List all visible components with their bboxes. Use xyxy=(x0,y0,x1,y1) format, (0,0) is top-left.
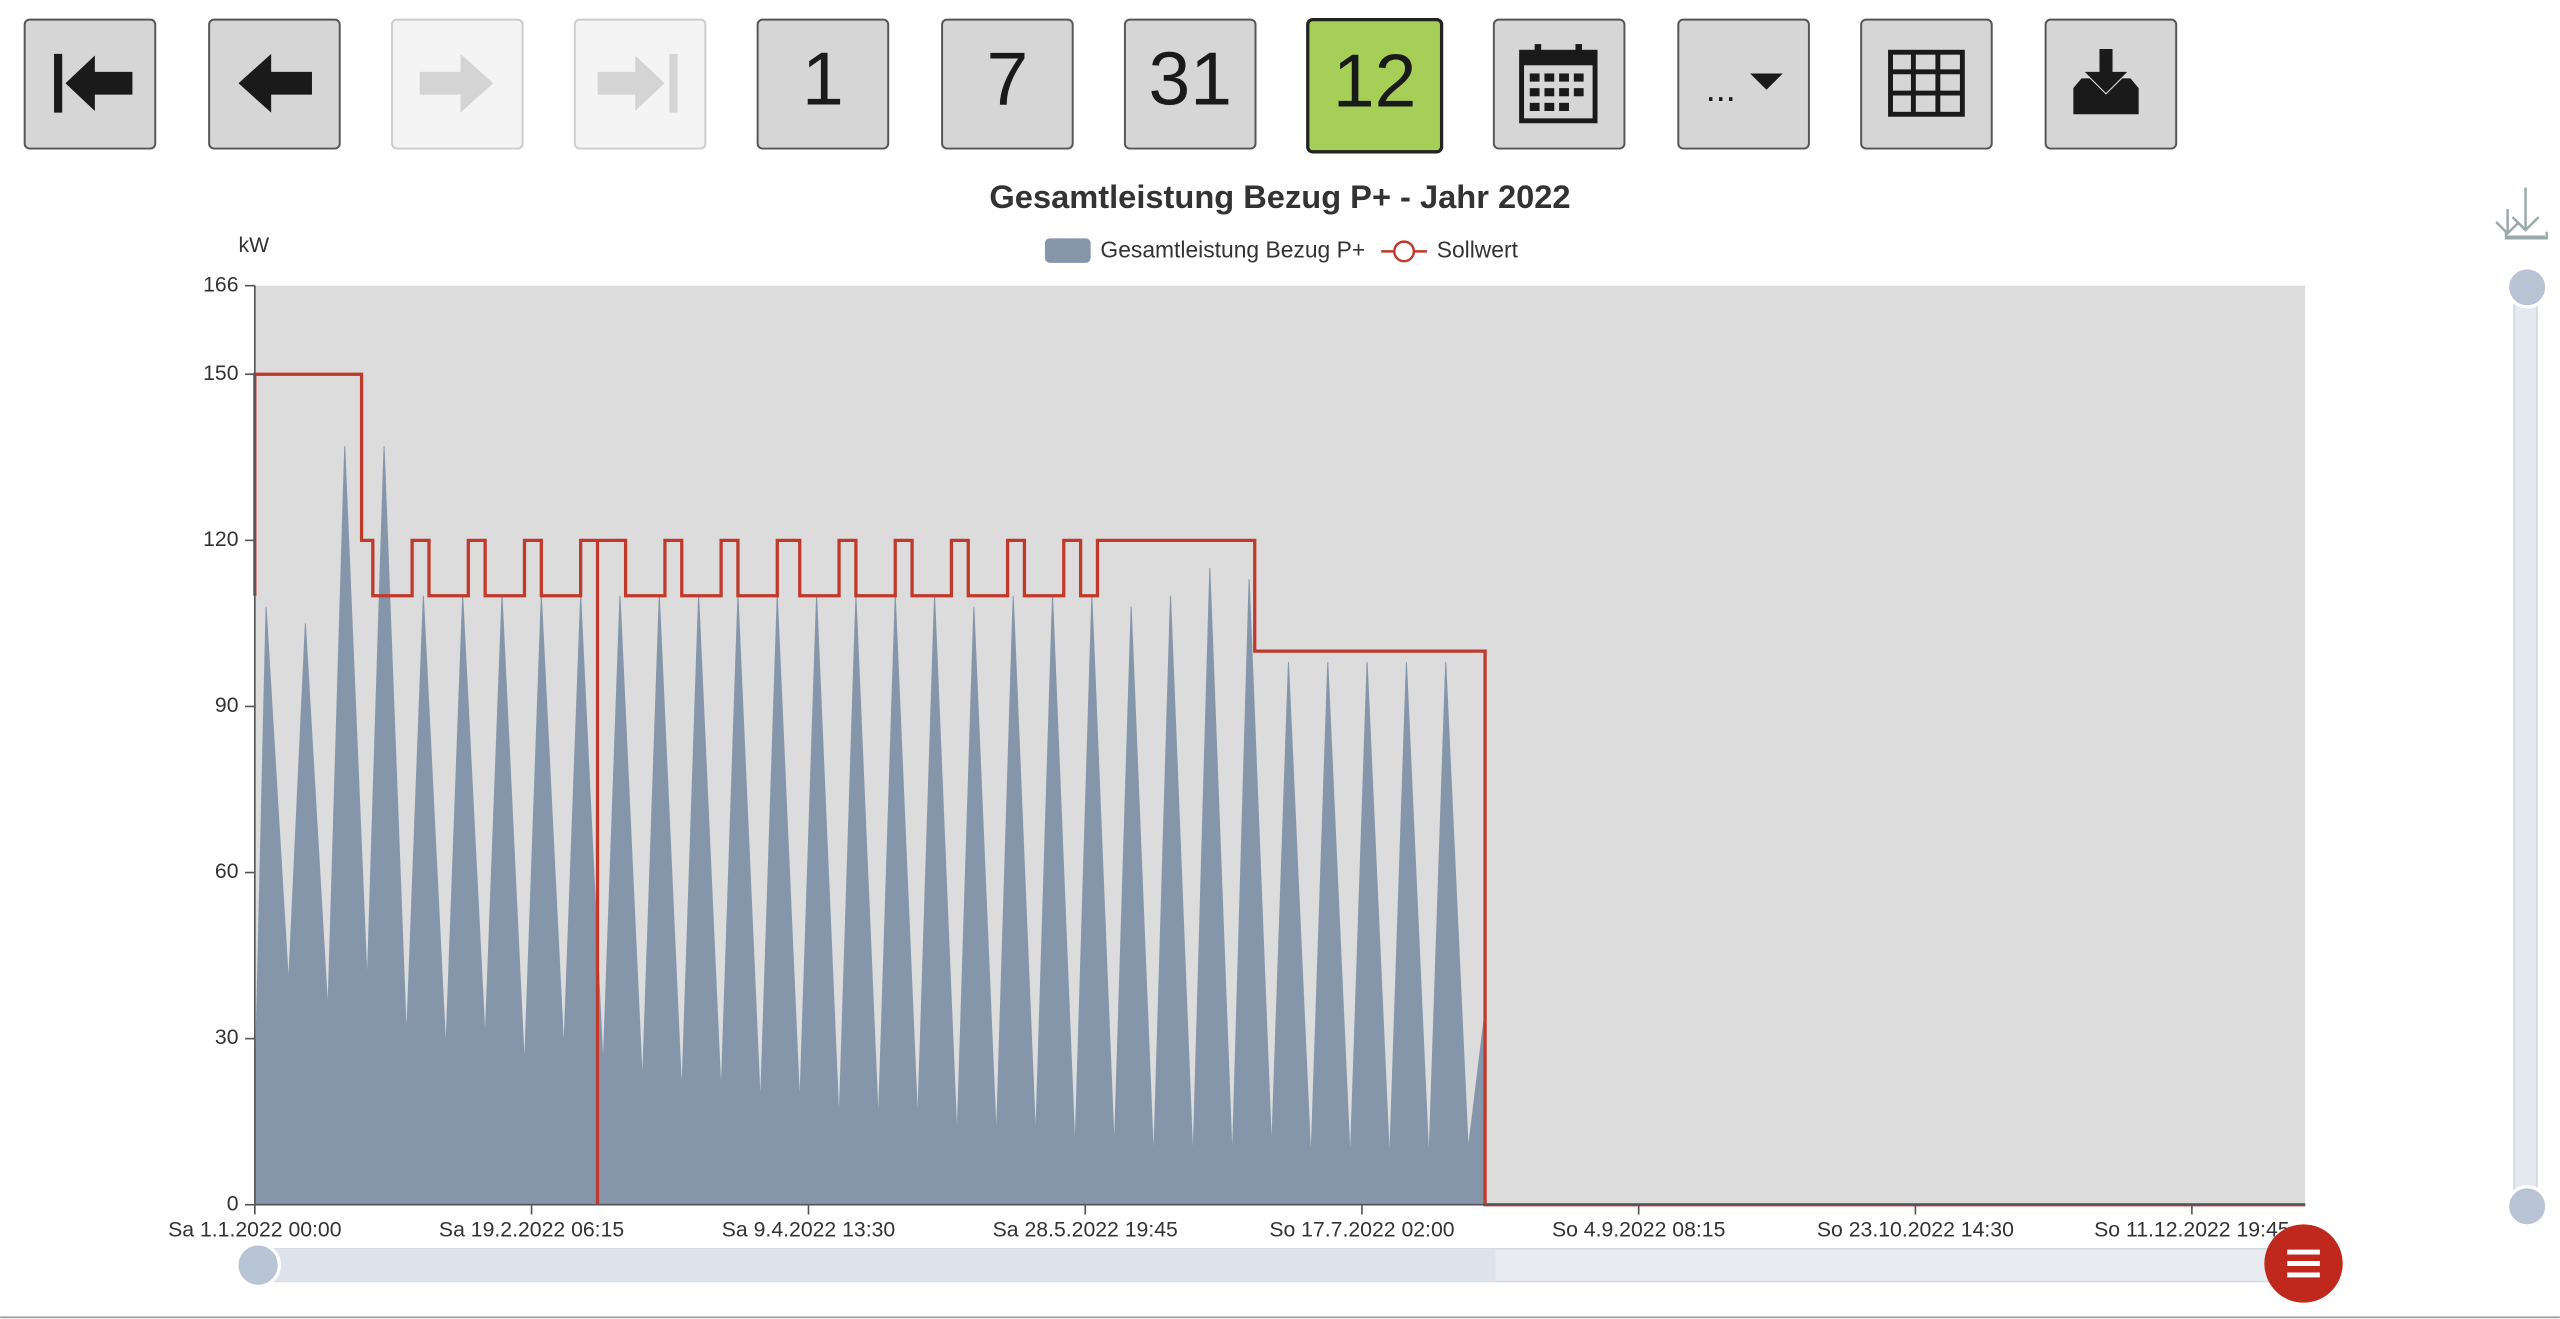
calendar-button[interactable] xyxy=(1492,18,1626,150)
x-tick-label: So 11.12.2022 19:45 xyxy=(2094,1218,2289,1241)
legend-marker xyxy=(1393,240,1416,263)
day-button[interactable] xyxy=(756,18,890,150)
legend-swatch xyxy=(1044,238,1091,263)
dropdown-icon xyxy=(1750,73,1783,90)
toolbar: 1 7 31 12 ... xyxy=(23,17,2178,154)
last-icon xyxy=(597,53,678,113)
save-icon[interactable] xyxy=(2495,208,2546,238)
button-label: 7 xyxy=(987,37,1029,121)
x-tick-label: Sa 28.5.2022 19:45 xyxy=(993,1218,1178,1241)
x-tick-label: So 4.9.2022 08:15 xyxy=(1552,1218,1725,1241)
x-tick-label: Sa 9.4.2022 13:30 xyxy=(722,1218,895,1241)
zoom-preview xyxy=(254,1248,1496,1282)
y-tick-label: 120 xyxy=(203,528,238,551)
y-tick-label: 0 xyxy=(227,1192,239,1215)
y-tick-label: 30 xyxy=(215,1026,239,1049)
menu-icon xyxy=(2287,1249,2320,1278)
x-tick-label: Sa 19.2.2022 06:15 xyxy=(439,1218,624,1241)
x-tick-label: So 17.7.2022 02:00 xyxy=(1269,1218,1454,1241)
zoom-handle[interactable] xyxy=(235,1242,281,1288)
table-icon xyxy=(1888,49,1965,117)
week-button[interactable] xyxy=(941,18,1074,150)
vertical-zoom[interactable] xyxy=(2513,286,2538,1209)
calendar-icon xyxy=(1519,44,1598,124)
zoom-handle[interactable] xyxy=(2505,266,2549,309)
prev-icon xyxy=(238,53,312,113)
button-label: ... xyxy=(1706,68,1736,109)
plot: 0 30 60 90 120 150 166 Sa 1.1.2022 00:00 Sa 19.2… xyxy=(168,273,2306,1241)
y-axis-label: kW xyxy=(239,234,270,257)
y-tick-label: 90 xyxy=(215,694,239,717)
button-label: 1 xyxy=(802,37,844,121)
y-tick-label: 166 xyxy=(203,273,238,296)
year-button[interactable] xyxy=(1306,17,1444,154)
zoom-handle[interactable] xyxy=(2505,1185,2549,1228)
next-icon xyxy=(419,53,494,113)
table-button[interactable] xyxy=(1860,18,1993,150)
chart-title: Gesamtleistung Bezug P+ - Jahr 2022 xyxy=(989,178,1570,215)
first-icon xyxy=(54,53,133,113)
download-icon xyxy=(2073,48,2139,115)
y-tick-label: 60 xyxy=(215,860,239,883)
line xyxy=(253,372,2306,1207)
legend-label: Gesamtleistung Bezug P+ xyxy=(1100,236,1365,262)
month-button[interactable] xyxy=(1123,18,1257,150)
x-tick-label: Sa 1.1.2022 00:00 xyxy=(168,1218,341,1241)
save-icon-arrow xyxy=(2504,187,2548,240)
y-tick-label: 150 xyxy=(203,362,238,385)
button-label: 12 xyxy=(1333,38,1417,122)
button-label: 31 xyxy=(1148,37,1232,121)
x-tick-label: So 23.10.2022 14:30 xyxy=(1817,1218,2014,1241)
legend: Gesamtleistung Bezug P+ Sollwert xyxy=(1044,236,1519,263)
legend-label: Sollwert xyxy=(1437,236,1519,262)
more-button[interactable] xyxy=(1677,18,1810,150)
